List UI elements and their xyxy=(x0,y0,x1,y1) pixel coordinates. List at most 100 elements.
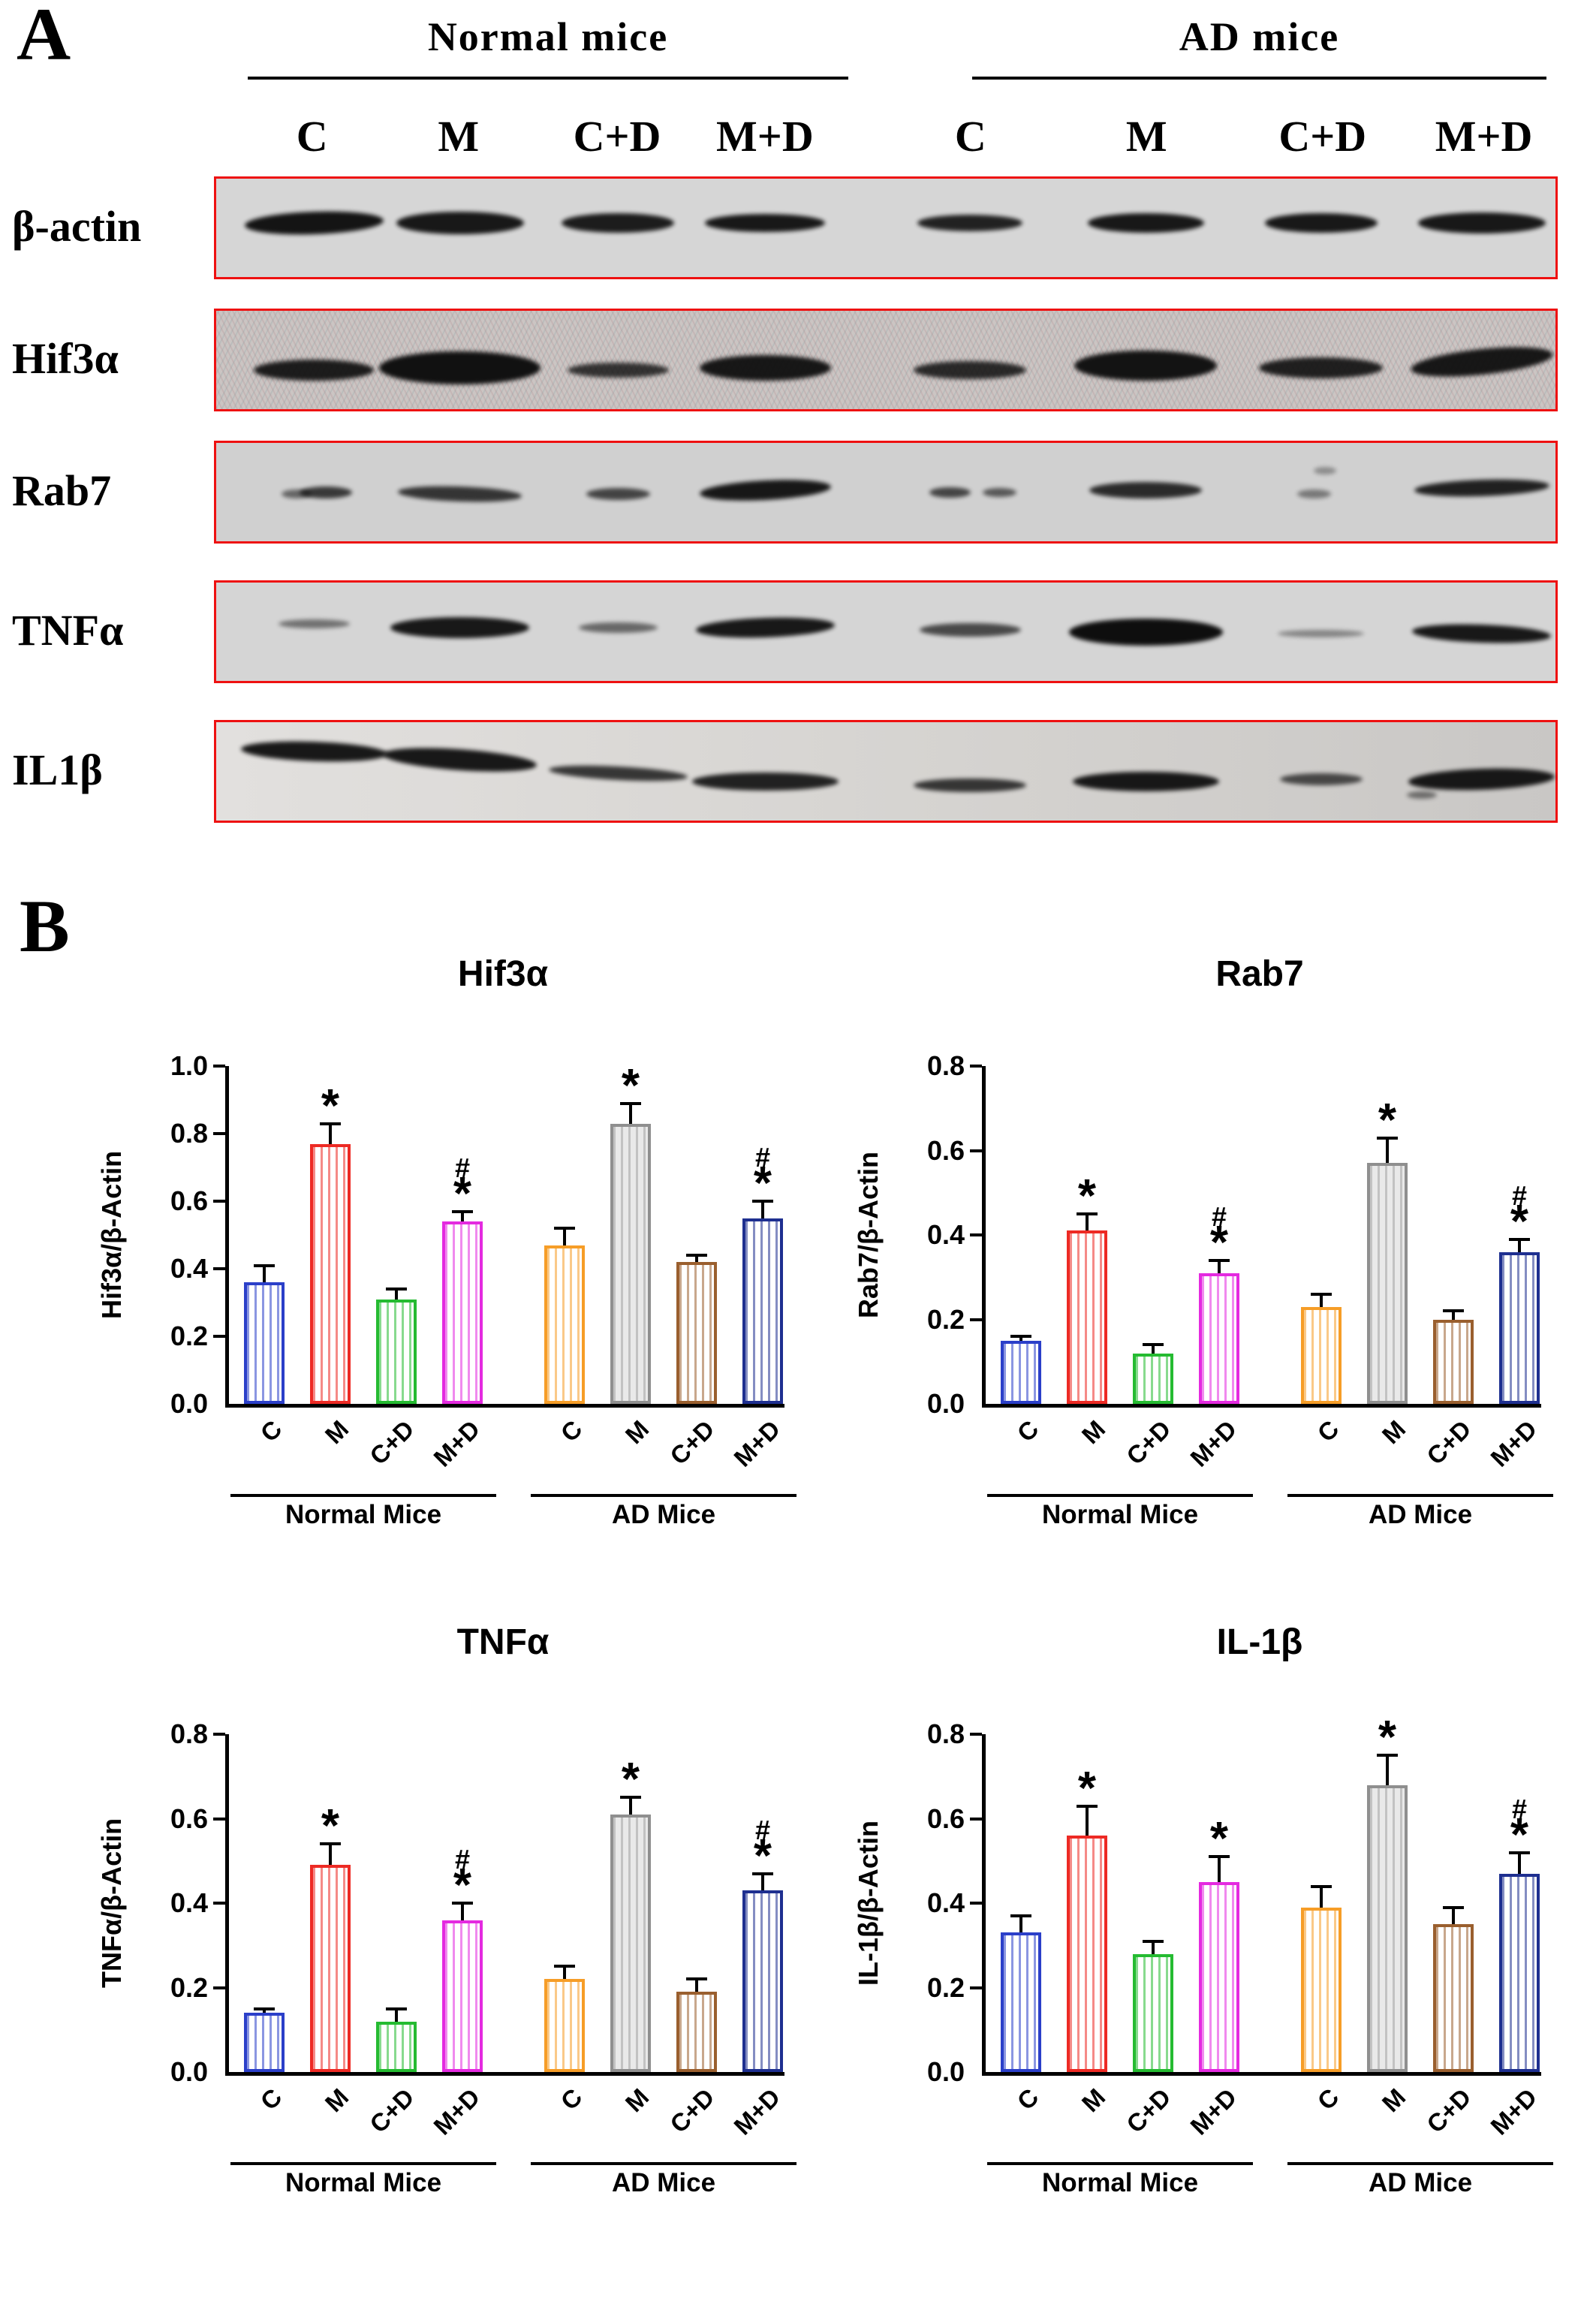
blot-band xyxy=(1072,771,1219,791)
blot-strip xyxy=(214,309,1558,411)
error-bar-cap xyxy=(320,1842,341,1846)
chart-title: IL-1β xyxy=(1216,1622,1303,1662)
x-tick-label-text: M+D xyxy=(1485,1414,1543,1472)
y-tick-label: 1.0 xyxy=(170,1050,208,1081)
y-tick-mark xyxy=(970,1986,982,1989)
group-bracket-line xyxy=(987,2162,1253,2165)
error-bar-cap xyxy=(320,1122,341,1125)
bar xyxy=(1301,1306,1342,1404)
error-bar-cap xyxy=(752,1872,773,1875)
bar xyxy=(544,1979,585,2072)
asterisk-symbol: * xyxy=(1077,1170,1097,1222)
plot-area: 0.0 0.2 0.4 0.6 0.8 1.0 C * M C+D # * M+D C * M C+D # * M+D… xyxy=(170,1051,796,1529)
significance-marker: * xyxy=(297,1080,364,1132)
error-bar-cap xyxy=(752,1200,773,1203)
bar xyxy=(1001,1340,1041,1404)
error-bar-cap xyxy=(1010,1335,1031,1338)
error-bar-cap xyxy=(1010,1914,1031,1917)
error-bar xyxy=(1320,1886,1323,1908)
blot-band xyxy=(1087,212,1204,233)
asterisk-symbol: * xyxy=(753,1158,772,1209)
y-tick-mark xyxy=(970,1318,982,1321)
significance-marker: * xyxy=(1354,1097,1421,1143)
blot-band xyxy=(278,619,350,629)
significance-marker: * xyxy=(597,1757,664,1803)
y-axis-label: TNFα/β-Actin xyxy=(96,1818,127,1989)
y-tick-label: 0.6 xyxy=(170,1803,208,1834)
lane-label: C+D xyxy=(573,112,661,161)
error-bar-cap xyxy=(386,2007,407,2010)
x-tick-label-text: C xyxy=(555,2083,588,2116)
y-tick-label: 0.2 xyxy=(170,1971,208,2003)
error-bar-cap xyxy=(686,1254,707,1257)
bar xyxy=(244,1282,285,1404)
error-bar xyxy=(1518,1239,1521,1252)
error-bar-cap xyxy=(1143,1343,1164,1347)
blot-band xyxy=(1412,622,1552,646)
blot-band xyxy=(300,486,353,498)
error-bar xyxy=(329,1123,332,1144)
lane-label: M+D xyxy=(1435,112,1533,161)
error-bar xyxy=(761,1201,764,1218)
lane-label: M xyxy=(1125,112,1167,161)
asterisk-symbol: * xyxy=(1510,1195,1529,1248)
y-tick-label: 0.0 xyxy=(926,2056,965,2087)
error-bar xyxy=(395,2008,398,2022)
error-bar-cap xyxy=(1077,1804,1098,1808)
error-bar xyxy=(1152,1941,1155,1954)
x-tick-label-text: M xyxy=(319,1414,354,1450)
asterisk-symbol: * xyxy=(321,1080,340,1132)
bar xyxy=(1001,1932,1041,2072)
hash-symbol: # xyxy=(454,1844,471,1875)
error-bar xyxy=(1218,1260,1221,1273)
x-tick-label-text: C xyxy=(254,2083,288,2116)
asterisk-symbol: * xyxy=(321,1800,340,1853)
bar xyxy=(1067,1836,1107,2072)
chart-title: Rab7 xyxy=(1215,954,1304,994)
bar xyxy=(310,1143,351,1404)
blot-strip xyxy=(214,580,1558,683)
bar xyxy=(1499,1873,1540,2072)
blot-band xyxy=(254,359,375,381)
x-tick-label-text: C+D xyxy=(1421,2083,1477,2139)
y-axis-label: IL-1β/β-Actin xyxy=(853,1821,884,1986)
blot-band xyxy=(578,622,658,634)
y-tick-label: 0.6 xyxy=(926,1803,965,1834)
group-bracket-line xyxy=(1287,1494,1553,1497)
y-tick-mark xyxy=(213,1132,225,1135)
blot-band xyxy=(562,212,675,233)
group-label: AD Mice xyxy=(1368,1500,1473,1529)
plot-area: 0.0 0.2 0.4 0.6 0.8 C * M C+D * M+D C * M C+D # * M+D Norm… xyxy=(927,1715,1553,2197)
blot-row-label: Rab7 xyxy=(12,466,112,515)
error-bar-cap xyxy=(1377,1136,1398,1140)
error-bar xyxy=(1452,1907,1455,1925)
group-label: AD Mice xyxy=(611,2168,716,2197)
y-tick-mark xyxy=(213,1733,225,1736)
y-tick-label: 0.8 xyxy=(926,1718,965,1749)
error-bar xyxy=(695,1255,698,1262)
bar xyxy=(376,2021,417,2072)
bar xyxy=(676,1992,717,2072)
blot-row-label: β-actin xyxy=(12,202,142,251)
significance-marker: * xyxy=(297,1800,364,1853)
y-tick-mark xyxy=(970,1149,982,1152)
group-label: Normal Mice xyxy=(285,2168,442,2197)
blot-band xyxy=(1408,766,1555,793)
error-bar-cap xyxy=(1377,1754,1398,1757)
x-tick-label-text: M+D xyxy=(1485,2083,1543,2140)
error-bar xyxy=(1218,1857,1221,1882)
error-bar xyxy=(1086,1213,1089,1231)
significance-marker: * xyxy=(1354,1715,1421,1761)
blot-band xyxy=(691,772,839,791)
error-bar-cap xyxy=(254,1263,275,1267)
blot-strip xyxy=(214,720,1558,823)
y-tick-label: 0.0 xyxy=(926,1388,965,1419)
hash-symbol: # xyxy=(454,1152,471,1183)
bar xyxy=(1301,1907,1342,2072)
y-tick-label: 0.4 xyxy=(926,1219,965,1250)
chart-tnfa: TNFα TNFα/β-Actin 0.0 0.2 0.4 0.6 0.8 C * M C+D # * M… xyxy=(90,1622,822,2222)
x-tick-label-text: M+D xyxy=(428,2083,486,2140)
group-label: Normal Mice xyxy=(1041,2168,1199,2197)
blot-band xyxy=(240,739,388,764)
x-tick-label-text: M+D xyxy=(1185,1414,1242,1472)
